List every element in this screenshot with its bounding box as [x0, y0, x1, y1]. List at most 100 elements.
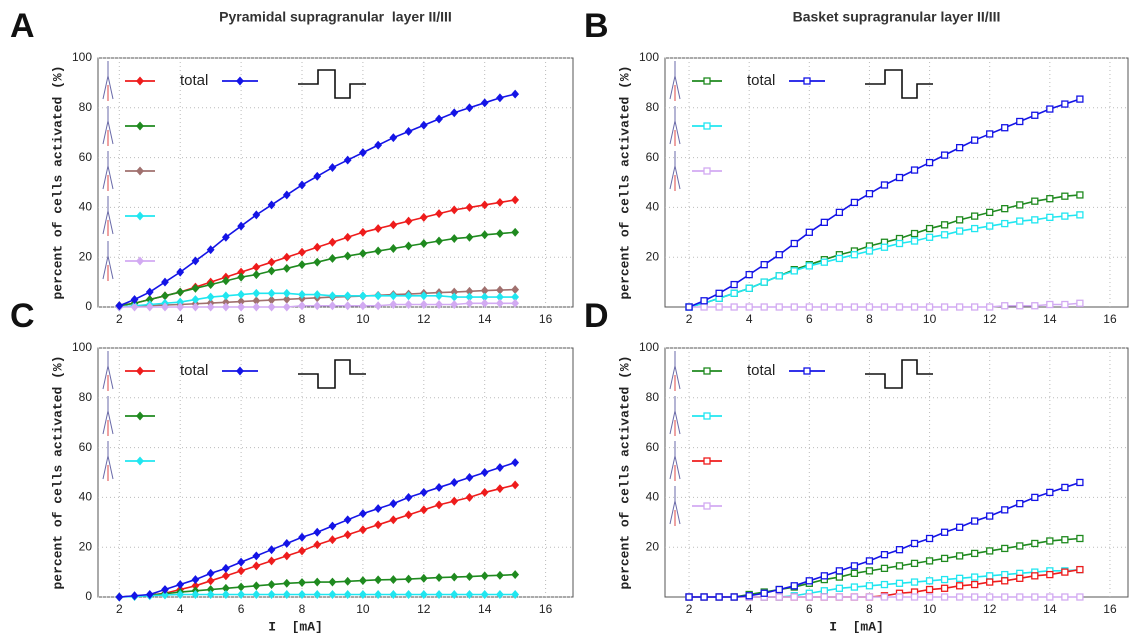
- point: [465, 202, 474, 212]
- point: [359, 249, 367, 258]
- point: [1031, 111, 1039, 119]
- legend-marker: [136, 121, 144, 131]
- point: [775, 251, 783, 259]
- point: [435, 500, 443, 510]
- point: [435, 482, 443, 492]
- point: [925, 233, 934, 241]
- point: [465, 572, 474, 582]
- y-tick-label: 20: [79, 249, 93, 263]
- point: [404, 510, 413, 520]
- point: [419, 239, 428, 248]
- point: [435, 236, 443, 246]
- point: [1076, 299, 1084, 307]
- point: [700, 297, 708, 305]
- point: [161, 590, 169, 600]
- point: [1046, 300, 1054, 309]
- point: [805, 593, 813, 601]
- point: [730, 280, 738, 289]
- point: [237, 566, 246, 576]
- point: [880, 551, 889, 559]
- point: [511, 570, 520, 580]
- point: [850, 562, 859, 570]
- point: [176, 590, 185, 599]
- point: [1016, 117, 1024, 126]
- y-tick-label: 80: [646, 100, 660, 114]
- point: [221, 291, 230, 301]
- point: [850, 569, 859, 577]
- panel-letter: B: [584, 7, 609, 45]
- point: [910, 166, 919, 174]
- point: [343, 291, 352, 301]
- point: [805, 303, 813, 311]
- x-tick-label: 16: [539, 312, 553, 326]
- y-tick-label: 60: [79, 150, 93, 164]
- point: [971, 136, 979, 144]
- point: [880, 181, 889, 189]
- point: [313, 290, 322, 300]
- x-tick-label: 2: [116, 312, 123, 326]
- point: [252, 270, 261, 280]
- point: [910, 578, 919, 586]
- point: [206, 302, 215, 312]
- point: [267, 288, 276, 298]
- point: [480, 571, 489, 581]
- legend-marker: [136, 76, 144, 86]
- point: [267, 556, 276, 566]
- point: [730, 303, 738, 311]
- point: [986, 208, 994, 217]
- point: [986, 303, 994, 311]
- point: [298, 590, 306, 599]
- point: [865, 567, 874, 575]
- point: [971, 224, 979, 233]
- x-tick-label: 10: [923, 312, 937, 326]
- point: [298, 578, 306, 588]
- point: [805, 228, 813, 236]
- point: [480, 298, 489, 308]
- x-tick-label: 6: [238, 312, 245, 326]
- legend-marker: [136, 456, 144, 466]
- point: [267, 302, 276, 312]
- y-tick-label: 60: [79, 440, 93, 454]
- plot-area: [664, 347, 1129, 598]
- plot-area: [97, 347, 574, 598]
- x-axis-label: I [mA]: [829, 619, 884, 634]
- point: [1046, 213, 1054, 222]
- point: [496, 484, 504, 494]
- point: [374, 590, 383, 599]
- point: [895, 239, 904, 248]
- point: [775, 585, 783, 594]
- point: [404, 216, 413, 226]
- point: [730, 289, 738, 297]
- point: [419, 291, 428, 301]
- point: [252, 210, 261, 220]
- neuron-icon: [102, 151, 114, 190]
- y-axis-label: percent of cells activated (%): [50, 65, 65, 299]
- point: [1001, 124, 1009, 132]
- point: [221, 590, 230, 599]
- point: [145, 287, 154, 297]
- point: [191, 590, 200, 599]
- legend-marker: [803, 367, 811, 375]
- point: [955, 552, 964, 560]
- legend-marker: [136, 411, 144, 421]
- point: [465, 492, 474, 502]
- point: [895, 579, 904, 587]
- x-tick-label: 16: [1103, 602, 1117, 616]
- point: [389, 575, 398, 585]
- point: [298, 532, 306, 542]
- point: [282, 539, 291, 548]
- point: [1031, 216, 1039, 224]
- neuron-icon: [102, 396, 114, 435]
- point: [760, 589, 768, 597]
- point: [176, 580, 185, 590]
- point: [940, 221, 949, 229]
- point: [850, 583, 859, 591]
- point: [1061, 100, 1069, 108]
- point: [328, 253, 337, 263]
- point: [480, 230, 489, 240]
- x-tick-label: 4: [746, 602, 753, 616]
- point: [450, 234, 459, 243]
- point: [237, 590, 246, 599]
- point: [1046, 488, 1054, 497]
- point: [343, 515, 352, 525]
